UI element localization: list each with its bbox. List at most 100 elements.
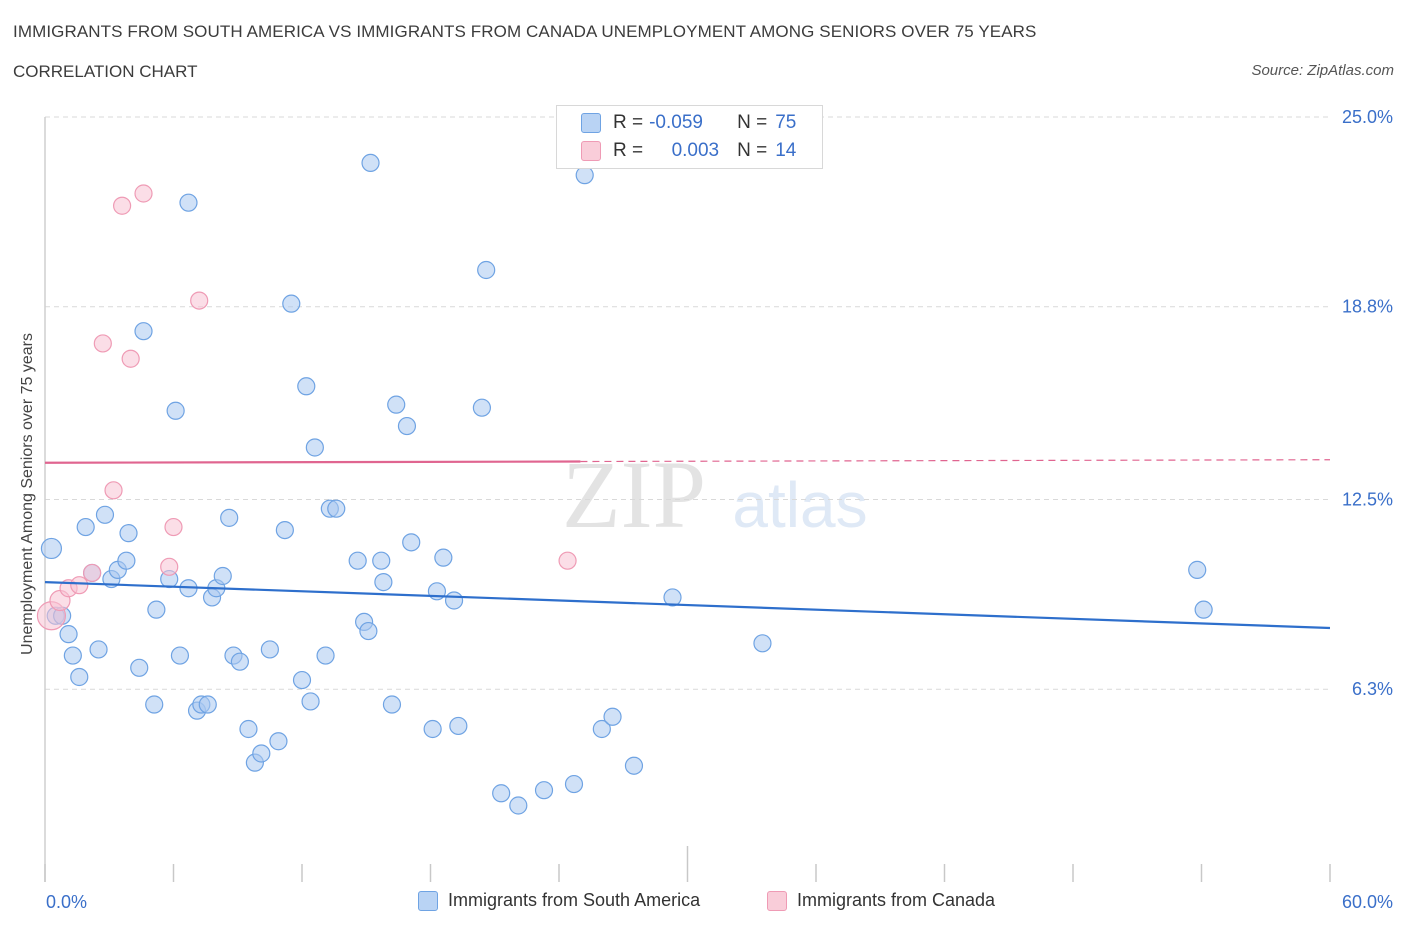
data-point-south-america — [492, 784, 511, 803]
data-point-south-america — [59, 625, 78, 644]
tick-labels: 25.0% 18.8% 12.5% 6.3% 0.0% 60.0% — [46, 107, 1393, 912]
data-point-south-america — [603, 707, 622, 726]
data-point-canada — [160, 557, 179, 576]
legend-label-south-america: Immigrants from South America — [448, 890, 701, 910]
stats-swatch-south-america — [581, 113, 601, 133]
data-point-south-america — [305, 438, 324, 457]
data-point-south-america — [423, 719, 442, 739]
data-point-south-america — [269, 732, 288, 751]
data-point-south-america — [534, 781, 554, 800]
data-point-south-america — [327, 499, 346, 518]
data-point-south-america — [134, 322, 153, 341]
data-point-south-america — [220, 508, 239, 527]
trend-line-canada-extension — [580, 459, 1331, 463]
stats-n-value-2: 14 — [775, 140, 797, 161]
trend-lines — [44, 459, 1331, 630]
x-tick-label: 60.0% — [1342, 892, 1393, 912]
axes — [44, 117, 1331, 882]
data-point-south-america — [397, 416, 417, 436]
y-tick-label: 12.5% — [1342, 490, 1393, 510]
data-point-south-america — [130, 658, 149, 677]
stats-n-label-2: N = — [737, 140, 768, 161]
data-point-south-america — [449, 716, 468, 736]
data-point-south-america — [434, 548, 453, 567]
watermark: ZIP atlas — [562, 441, 868, 548]
data-point-south-america — [316, 646, 335, 665]
data-point-south-america — [753, 634, 772, 653]
data-point-south-america — [1188, 560, 1207, 579]
data-point-south-america — [402, 533, 421, 552]
data-point-south-america — [301, 692, 320, 711]
data-point-south-america — [40, 537, 63, 560]
data-point-south-america — [117, 551, 136, 570]
data-point-south-america — [387, 395, 406, 414]
data-point-south-america — [95, 505, 115, 524]
data-point-canada — [83, 563, 102, 583]
data-point-south-america — [166, 401, 185, 420]
stats-row-canada: R = 0.003 N = 14 — [581, 140, 796, 162]
data-point-south-america — [119, 524, 138, 543]
data-point-south-america — [624, 756, 644, 775]
y-tick-label: 18.8% — [1342, 297, 1393, 317]
data-point-south-america — [477, 260, 496, 280]
data-point-south-america — [260, 640, 279, 659]
data-point-south-america — [1194, 600, 1213, 619]
data-point-south-america — [145, 695, 164, 714]
legend-swatch-canada — [767, 890, 787, 911]
data-point-south-america — [198, 695, 217, 714]
stats-r-value-1: -0.059 — [649, 112, 703, 133]
data-point-south-america — [575, 166, 594, 185]
data-point-canada — [70, 576, 89, 595]
points-layer — [36, 153, 1213, 815]
data-point-canada — [93, 334, 112, 353]
y-tick-label: 25.0% — [1342, 107, 1393, 127]
stats-r-label-1: R = — [613, 112, 644, 133]
data-point-south-america — [282, 294, 301, 313]
data-point-south-america — [147, 600, 166, 619]
data-point-canada — [112, 196, 132, 215]
legend-label-canada: Immigrants from Canada — [797, 890, 996, 910]
data-point-canada — [558, 551, 577, 570]
data-point-south-america — [179, 193, 198, 212]
data-point-south-america — [361, 153, 380, 172]
data-point-south-america — [292, 670, 312, 690]
data-point-south-america — [592, 719, 611, 739]
trend-line-canada — [44, 460, 581, 464]
stats-swatch-canada — [581, 141, 601, 161]
chart-subtitle: CORRELATION CHART — [13, 62, 198, 81]
data-point-south-america — [230, 652, 249, 671]
x-tick-label: 0.0% — [46, 892, 87, 912]
chart-title: IMMIGRANTS FROM SOUTH AMERICA VS IMMIGRA… — [13, 22, 1037, 41]
watermark-atlas: atlas — [732, 469, 867, 541]
legend-item-canada[interactable]: Immigrants from Canada — [767, 890, 995, 911]
data-point-south-america — [275, 520, 294, 540]
data-point-canada — [190, 291, 209, 310]
legend-swatch-south-america — [418, 890, 438, 911]
data-point-south-america — [348, 551, 367, 570]
watermark-zip: ZIP — [562, 441, 706, 548]
trend-line-south-america — [44, 581, 1331, 630]
data-point-south-america — [382, 695, 402, 714]
stats-row-south-america: R = -0.059 N = 75 — [581, 112, 796, 134]
data-point-south-america — [70, 667, 89, 687]
stats-r-label-2: R = — [613, 140, 644, 161]
data-point-south-america — [297, 377, 316, 396]
source-label: Source: ZipAtlas.com — [1251, 62, 1394, 79]
data-point-south-america — [63, 646, 82, 665]
data-point-canada — [104, 481, 123, 500]
data-point-south-america — [89, 640, 108, 659]
data-point-south-america — [372, 551, 391, 570]
stats-legend: R = -0.059 N = 75 R = 0.003 N = 14 — [556, 105, 823, 169]
legend-item-south-america[interactable]: Immigrants from South America — [418, 890, 700, 911]
data-point-south-america — [663, 588, 682, 607]
data-point-south-america — [170, 646, 190, 665]
data-point-south-america — [444, 591, 464, 610]
data-point-south-america — [509, 796, 528, 815]
stats-r-value-2: 0.003 — [671, 140, 720, 161]
y-tick-label: 6.3% — [1352, 679, 1393, 699]
data-point-south-america — [213, 566, 232, 586]
data-point-south-america — [374, 573, 393, 592]
stats-n-value-1: 75 — [775, 112, 797, 133]
data-point-canada — [164, 517, 183, 537]
data-point-canada — [134, 184, 153, 203]
